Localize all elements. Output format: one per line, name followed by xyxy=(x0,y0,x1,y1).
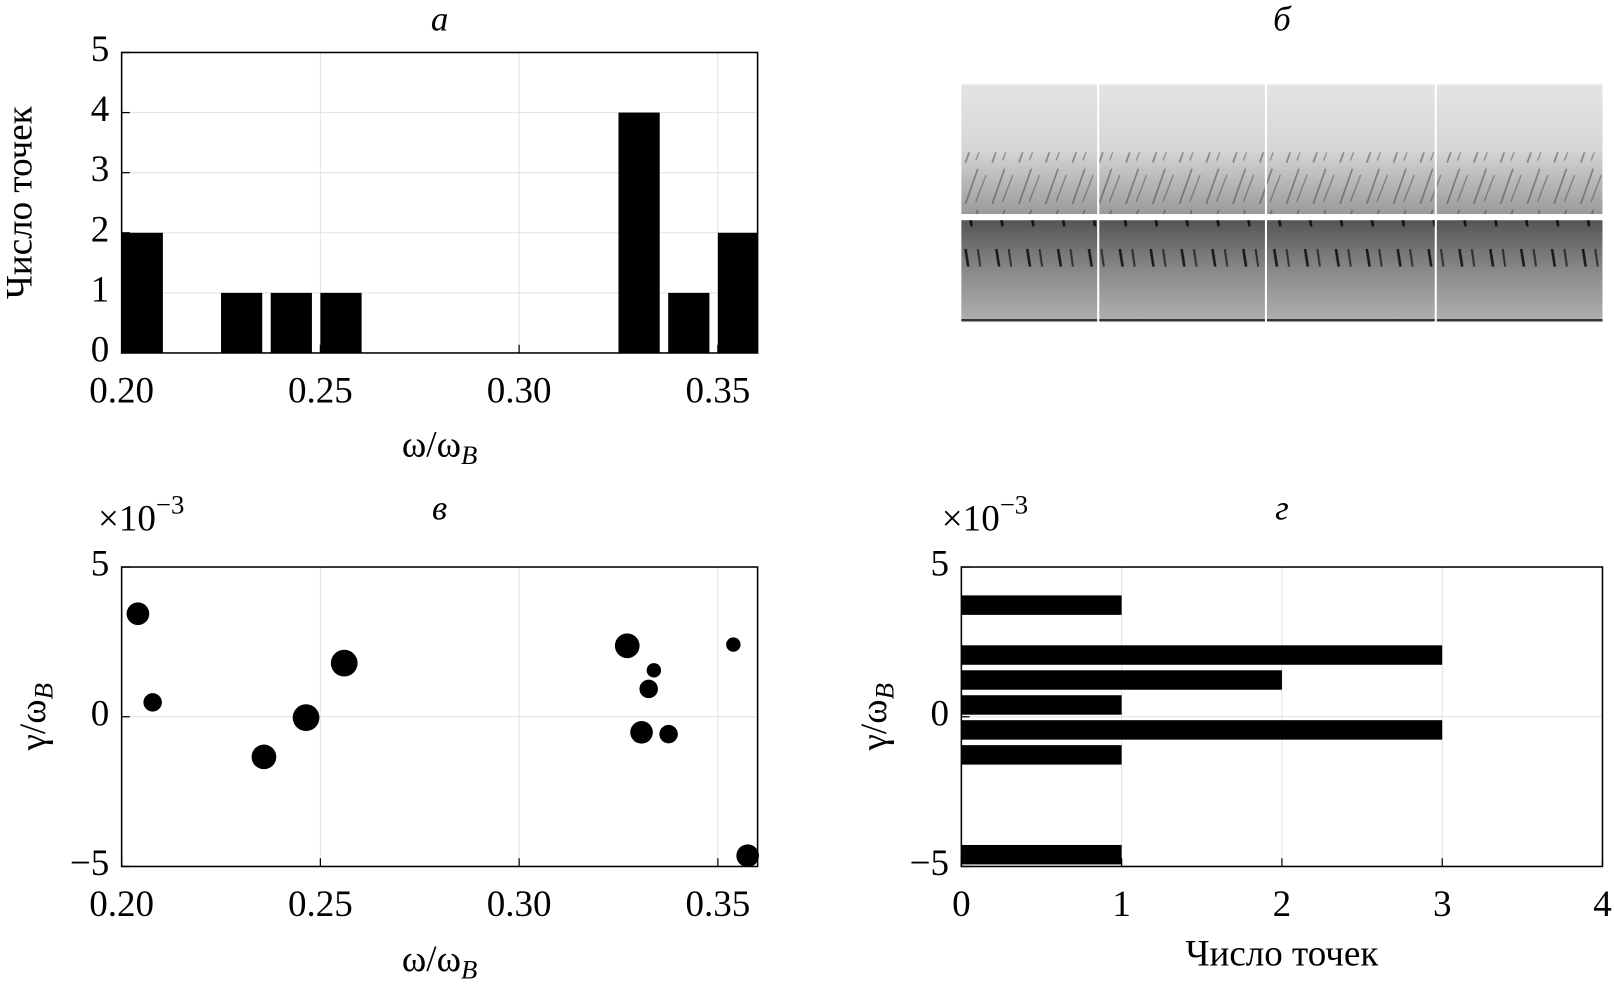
chart-title: б xyxy=(1273,0,1292,39)
bar xyxy=(270,292,312,353)
y-axis-label: Число точек xyxy=(0,105,40,299)
x-tick-label: 0.25 xyxy=(288,371,353,412)
x-axis-label-sub: B xyxy=(461,955,477,985)
point xyxy=(630,721,653,744)
y-axis-label-sub: B xyxy=(29,683,59,699)
bar xyxy=(121,232,163,353)
x-tick-label: 0.30 xyxy=(487,371,552,412)
spectrogram xyxy=(961,84,1603,323)
bar xyxy=(961,745,1122,765)
x-tick-label: 0.30 xyxy=(487,884,552,925)
multiplier-base: ×10 xyxy=(942,498,1000,539)
y-tick-label: −5 xyxy=(910,843,949,884)
point xyxy=(251,744,277,770)
axes-frame xyxy=(960,566,1604,868)
axes-frame xyxy=(120,566,759,868)
y-tick-label: 0 xyxy=(91,693,110,734)
y-tick-label: 1 xyxy=(91,269,110,310)
x-tick-label: 0.20 xyxy=(89,371,154,412)
axes-frame xyxy=(120,51,759,354)
x-tick-label: 0.35 xyxy=(685,371,750,412)
x-axis-label: Число точек xyxy=(1185,934,1379,975)
bar xyxy=(961,595,1122,615)
y-tick-label: 2 xyxy=(91,209,110,250)
y-tick-label: 5 xyxy=(930,544,949,585)
x-tick-label: 0.25 xyxy=(288,884,353,925)
bar xyxy=(221,292,263,353)
y-axis-label: γ/ωB xyxy=(853,683,899,751)
x-axis-label-main: ω/ω xyxy=(402,424,461,465)
x-axis-label: ω/ωB xyxy=(402,939,477,985)
x-tick-label: 0.20 xyxy=(89,884,154,925)
y-axis-label: γ/ωB xyxy=(13,683,59,751)
bar xyxy=(717,232,758,353)
y-tick-label: 0 xyxy=(91,329,110,370)
bar xyxy=(668,292,710,353)
x-axis-label-sub: B xyxy=(461,440,477,470)
plot xyxy=(121,51,758,354)
x-tick-label: 1 xyxy=(1112,884,1131,925)
bar xyxy=(961,645,1443,665)
point xyxy=(143,693,162,712)
y-tick-label: 5 xyxy=(91,544,110,585)
point xyxy=(330,649,358,677)
x-tick-label: 3 xyxy=(1433,884,1452,925)
marks xyxy=(961,595,1443,865)
y-tick-label: −5 xyxy=(70,843,109,884)
x-tick-label: 2 xyxy=(1273,884,1292,925)
y-axis-label-main: γ/ω xyxy=(13,699,54,751)
multiplier-base: ×10 xyxy=(98,498,156,539)
chart-title: в xyxy=(432,488,447,527)
multiplier-exp: −3 xyxy=(1000,489,1028,519)
bar xyxy=(961,844,1122,865)
bar xyxy=(961,695,1122,715)
multiplier-exp: −3 xyxy=(156,489,184,519)
point xyxy=(292,704,320,732)
chart-title: а xyxy=(431,0,448,39)
x-tick-label: 4 xyxy=(1593,884,1612,925)
chart-title: г xyxy=(1275,488,1289,527)
point xyxy=(614,633,640,659)
x-axis-label-main: ω/ω xyxy=(402,939,461,980)
y-tick-label: 5 xyxy=(91,29,110,70)
y-tick-label: 0 xyxy=(930,693,949,734)
y-tick-label: 4 xyxy=(91,89,110,130)
multiplier: ×10−3 xyxy=(942,489,1028,539)
marks xyxy=(121,112,758,353)
point xyxy=(126,602,150,626)
point xyxy=(659,724,678,744)
point xyxy=(726,637,741,652)
bar xyxy=(961,670,1282,690)
y-axis-label-main: γ/ω xyxy=(853,699,894,751)
y-tick-label: 3 xyxy=(91,149,110,190)
plot xyxy=(121,566,758,868)
point xyxy=(639,679,658,699)
x-axis-label: ω/ωB xyxy=(402,424,477,470)
bar xyxy=(320,292,362,353)
x-tick-label: 0 xyxy=(952,884,971,925)
bar xyxy=(618,112,660,353)
bar xyxy=(961,720,1443,740)
point xyxy=(736,844,759,868)
x-tick-label: 0.35 xyxy=(685,884,750,925)
multiplier: ×10−3 xyxy=(98,489,184,539)
y-axis-label-sub: B xyxy=(869,683,899,699)
point xyxy=(646,663,662,678)
